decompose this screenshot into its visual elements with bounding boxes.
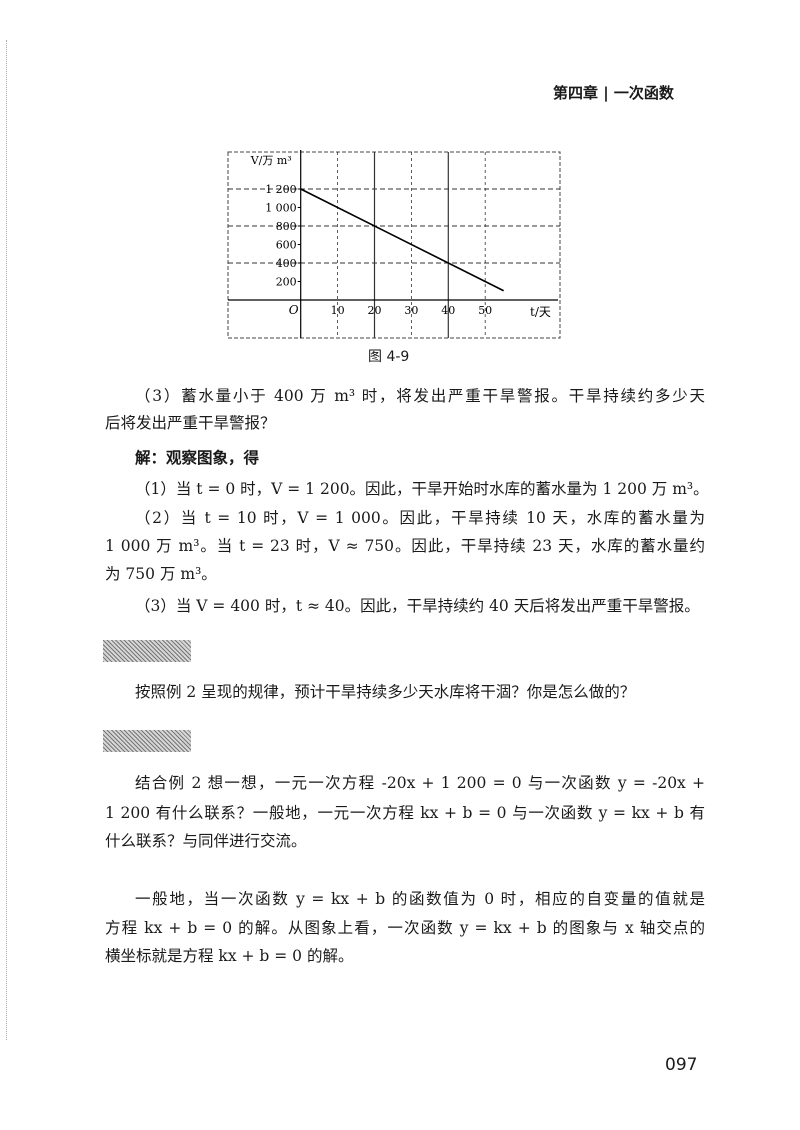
origin-label: O	[289, 303, 299, 317]
data-line	[300, 188, 505, 292]
x-tick-label: 50	[478, 304, 492, 317]
chapter-header: 第四章 | 一次函数	[553, 84, 674, 102]
x-axis-label: t/天	[530, 305, 551, 319]
conclusion-line-3: 横坐标就是方程 kx + b = 0 的解。	[105, 947, 354, 965]
answer-3: （3）当 V = 400 时，t ≈ 40。因此，干旱持续约 40 天后将发出严…	[135, 597, 700, 615]
x-tick-label: 40	[441, 304, 455, 317]
y-tick-label: 400	[276, 257, 297, 270]
problem-3-line-1: （3）蓄水量小于 400 万 m³ 时，将发出严重干旱警报。干旱持续约多少天	[135, 387, 705, 405]
discussion-line-2: 1 200 有什么联系？一般地，一元一次方程 kx + b = 0 与一次函数 …	[105, 804, 705, 822]
scan-edge	[6, 40, 8, 1040]
section-tag-box	[103, 730, 191, 752]
figure-caption: 图 4-9	[368, 349, 410, 365]
problem-3-line-2: 后将发出严重干旱警报？	[105, 414, 276, 432]
page-number: 097	[665, 1055, 698, 1075]
y-tick-label: 800	[276, 220, 297, 233]
y-tick-label: 1 200	[265, 183, 297, 196]
figure-4-9-chart: 10 20 30 40 50 200 400 600 800 1 000 1 200 O V/万 m³ t…	[227, 150, 561, 339]
x-tick-label: 10	[331, 304, 345, 317]
y-tick-label: 200	[276, 276, 297, 289]
y-tick-label: 1 000	[265, 202, 297, 215]
conclusion-line-2: 方程 kx + b = 0 的解。从图象上看，一次函数 y = kx + b 的…	[105, 919, 705, 937]
solution-heading: 解：观察图象，得	[135, 448, 260, 467]
section-tag-box	[103, 640, 191, 662]
y-axis-label: V/万 m³	[250, 154, 292, 167]
discussion-line-3: 什么联系？与同伴进行交流。	[105, 832, 307, 850]
conclusion-line-1: 一般地，当一次函数 y = kx + b 的函数值为 0 时，相应的自变量的值就…	[135, 890, 705, 908]
answer-1: （1）当 t = 0 时，V = 1 200。因此，干旱开始时水库的蓄水量为 1…	[135, 480, 709, 498]
answer-2-line-2: 1 000 万 m³。当 t = 23 时，V ≈ 750。因此，干旱持续 23…	[105, 537, 705, 555]
y-tick-label: 600	[276, 239, 297, 252]
x-tick-label: 20	[368, 304, 382, 317]
answer-2-line-1: （2）当 t = 10 时，V = 1 000。因此，干旱持续 10 天，水库的…	[135, 509, 705, 527]
discussion-line-1: 结合例 2 想一想，一元一次方程 -20x + 1 200 = 0 与一次函数 …	[135, 774, 705, 792]
chart-frame	[227, 151, 561, 339]
x-tick-label: 30	[404, 304, 418, 317]
answer-2-line-3: 为 750 万 m³。	[105, 565, 217, 583]
activity-question: 按照例 2 呈现的规律，预计干旱持续多少天水库将干涸？你是怎么做的？	[135, 683, 636, 701]
